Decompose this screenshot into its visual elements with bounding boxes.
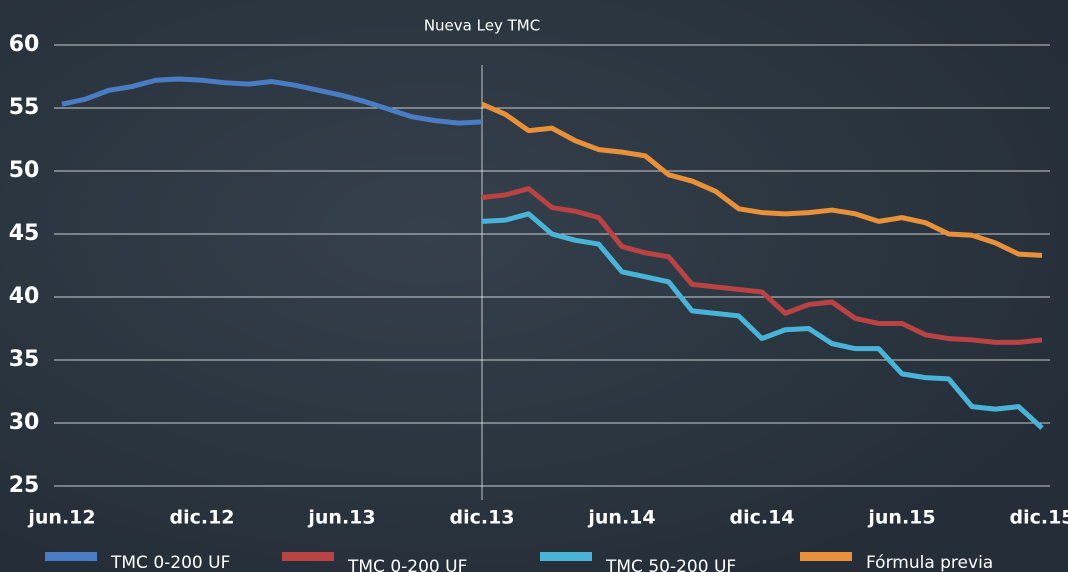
x-tick-label: jun.14 [587,507,655,529]
x-tick-label: dic.13 [449,507,514,529]
y-tick-label: 45 [9,221,40,246]
legend-swatch [45,552,97,561]
x-tick-label: dic.15 [1009,507,1068,529]
series-line [61,76,483,126]
y-tick-label: 55 [9,95,40,120]
y-tick-label: 50 [9,158,40,183]
x-tick-label: dic.12 [169,507,234,529]
series-line [481,186,1043,345]
x-tick-label: dic.14 [729,507,794,529]
y-tick-label: 40 [9,284,40,309]
legend-label: TMC 0-200 UF [110,553,230,572]
legend-swatch [282,552,334,561]
series-line [481,211,1044,430]
legend-label: Fórmula previa [866,553,993,572]
legend-label: TMC 0-200 UF [347,557,467,572]
x-tick-label: jun.12 [27,507,95,529]
series-line [481,101,1043,258]
x-tick-label: jun.15 [867,507,935,529]
annotation: Nueva Ley TMC [424,17,540,35]
legend-label: TMC 50-200 UF [605,557,736,572]
y-tick-label: 30 [9,410,40,435]
legend-swatch [800,552,852,561]
y-tick-label: 60 [9,32,40,57]
y-tick-label: 35 [9,347,40,372]
y-tick-label: 25 [9,473,40,498]
legend-swatch [540,552,592,561]
x-tick-label: jun.13 [307,507,375,529]
